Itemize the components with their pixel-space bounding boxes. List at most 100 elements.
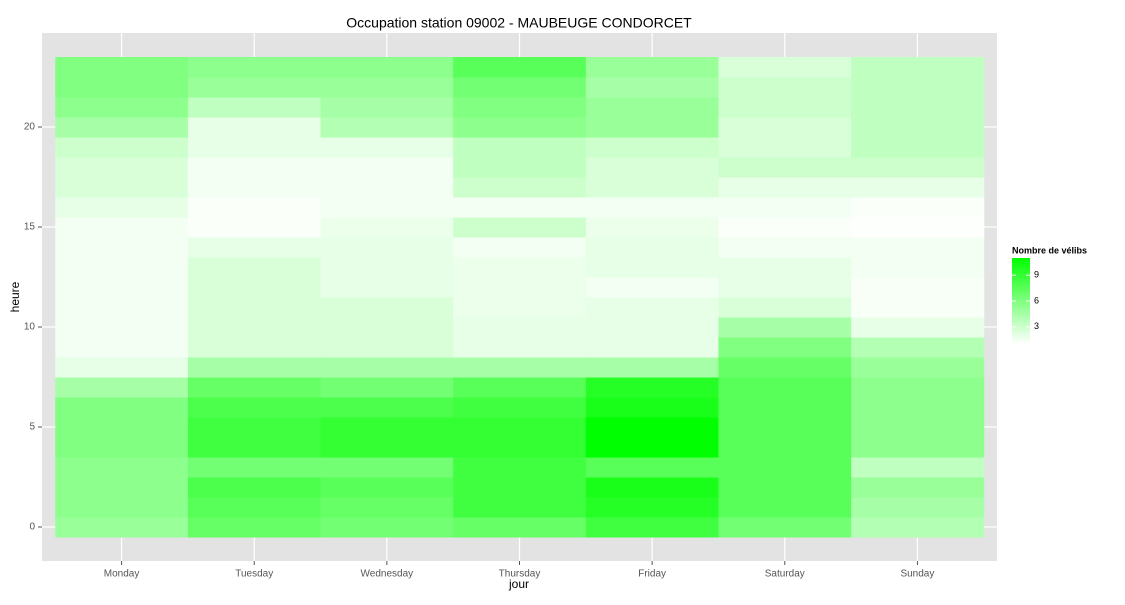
- x-tick-label: Sunday: [900, 569, 934, 580]
- tile: [453, 117, 587, 138]
- tile: [851, 157, 985, 178]
- tile: [851, 317, 985, 338]
- tile: [718, 57, 852, 78]
- tile: [718, 137, 852, 158]
- tile: [187, 337, 322, 358]
- tile: [453, 497, 587, 518]
- tile: [187, 137, 322, 158]
- tile: [453, 477, 587, 498]
- tile: [585, 217, 719, 238]
- tile: [453, 77, 587, 98]
- tile: [320, 57, 454, 78]
- tile: [851, 197, 985, 218]
- tile: [187, 417, 322, 438]
- tile: [585, 497, 719, 518]
- tile: [320, 117, 454, 138]
- tile: [55, 217, 189, 238]
- tile: [55, 257, 189, 278]
- tile: [718, 257, 852, 278]
- tile: [718, 77, 852, 98]
- y-tick-label: 0: [29, 522, 35, 533]
- tile: [187, 277, 322, 298]
- tile: [718, 397, 852, 418]
- tile: [320, 497, 454, 518]
- tile: [187, 377, 322, 398]
- tile: [55, 457, 189, 478]
- tile: [453, 357, 587, 378]
- colorbar-label: 9: [1034, 270, 1039, 280]
- tile: [55, 497, 189, 518]
- tile: [187, 457, 322, 478]
- tile: [585, 117, 719, 138]
- tile: [187, 197, 322, 218]
- tile: [718, 117, 852, 138]
- tile: [851, 257, 985, 278]
- tile: [55, 297, 189, 318]
- tile: [453, 217, 587, 238]
- tile: [453, 277, 587, 298]
- tile: [55, 317, 189, 338]
- tile: [187, 397, 322, 418]
- tile: [55, 397, 189, 418]
- tile: [718, 357, 852, 378]
- tile: [320, 357, 454, 378]
- tile: [585, 197, 719, 218]
- tile: [187, 77, 322, 98]
- tile: [187, 517, 322, 538]
- colorbar: [1012, 258, 1030, 344]
- tile: [55, 357, 189, 378]
- tile: [851, 137, 985, 158]
- tile: [718, 97, 852, 118]
- tile: [55, 437, 189, 458]
- tile: [320, 177, 454, 198]
- tile: [55, 277, 189, 298]
- tile: [320, 257, 454, 278]
- tile: [453, 297, 587, 318]
- tile: [585, 377, 719, 398]
- tile: [453, 337, 587, 358]
- tile: [55, 77, 189, 98]
- tile: [585, 317, 719, 338]
- tile: [585, 97, 719, 118]
- tile: [851, 477, 985, 498]
- tile: [320, 197, 454, 218]
- tile: [320, 277, 454, 298]
- tile: [320, 317, 454, 338]
- tile: [187, 357, 322, 378]
- tile: [851, 97, 985, 118]
- tile: [453, 417, 587, 438]
- y-tick-label: 5: [29, 422, 35, 433]
- chart-title: Occupation station 09002 - MAUBEUGE COND…: [346, 15, 692, 31]
- y-axis-label: heure: [8, 281, 22, 312]
- tile: [585, 57, 719, 78]
- tile: [453, 397, 587, 418]
- tile: [718, 157, 852, 178]
- tile: [453, 517, 587, 538]
- tile: [55, 157, 189, 178]
- tile: [718, 217, 852, 238]
- tile: [320, 517, 454, 538]
- y-tick-label: 15: [24, 222, 36, 233]
- tile: [320, 297, 454, 318]
- tile: [453, 257, 587, 278]
- tile: [851, 357, 985, 378]
- tile: [320, 157, 454, 178]
- tile: [851, 377, 985, 398]
- tile: [320, 77, 454, 98]
- tile: [187, 157, 322, 178]
- tile: [851, 457, 985, 478]
- tile: [851, 297, 985, 318]
- tile: [55, 237, 189, 258]
- x-tick-label: Wednesday: [361, 569, 414, 580]
- tile: [187, 177, 322, 198]
- tile: [585, 257, 719, 278]
- tile: [55, 117, 189, 138]
- tile: [320, 437, 454, 458]
- tile: [718, 377, 852, 398]
- tile: [718, 197, 852, 218]
- tile: [320, 477, 454, 498]
- tile: [55, 517, 189, 538]
- tile: [718, 177, 852, 198]
- tile: [585, 457, 719, 478]
